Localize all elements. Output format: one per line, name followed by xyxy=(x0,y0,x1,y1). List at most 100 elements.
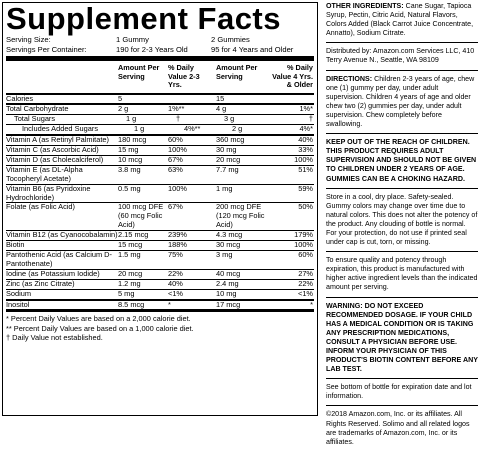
other-ingredients: OTHER INGREDIENTS: Cane Sugar, Tapioca S… xyxy=(326,2,478,38)
daily-value-1: 67% xyxy=(168,203,183,212)
nutrient-row: Vitamin D (as Cholecalciferol) 10 mcg 67% 2… xyxy=(6,154,314,165)
amount-1: 3.8 mg xyxy=(118,165,141,174)
amount-1: 15 mcg xyxy=(118,241,143,250)
amount-1: 180 mcg xyxy=(118,136,147,145)
copyright-text: ©2018 Amazon.com, Inc. or its affiliates… xyxy=(326,410,470,446)
directions-label: DIRECTIONS: xyxy=(326,74,373,83)
amount-2: 4 g xyxy=(216,105,227,114)
amount-2: 15 xyxy=(216,94,225,103)
servings-1: 190 for 2-3 Years Old xyxy=(116,44,188,54)
amount-2: 3 mg xyxy=(216,251,233,259)
footnote-1: * Percent Daily Values are based on a 2,… xyxy=(6,314,191,324)
footnote-2: ** Percent Daily Values are based on a 1… xyxy=(6,323,194,333)
nutrient-name: Folate (as Folic Acid) xyxy=(6,203,76,212)
keep-out-warning: KEEP OUT OF THE REACH OF CHILDREN. THIS … xyxy=(326,138,477,183)
servings-per-container-row: Servings Per Container: 190 for 2-3 Year… xyxy=(6,45,314,57)
nutrient-row: Biotin 15 mcg 188% 30 mcg 100% xyxy=(6,240,314,250)
daily-value-1: <1% xyxy=(168,289,183,298)
col-dv-1: % Daily Value 2-3 Yrs. xyxy=(168,64,200,89)
daily-value-2: * xyxy=(310,300,313,309)
nutrient-row: Total Carbohydrate 2 g 1%** 4 g 1%* xyxy=(6,103,314,114)
nutrient-name: Pantothenic Acid (as Calcium D-Pantothen… xyxy=(6,251,112,268)
nutrient-row: Zinc (as Zinc Citrate) 1.2 mg 40% 2.4 mg 22% xyxy=(6,278,314,289)
amount-2: 4.3 mcg xyxy=(216,231,243,240)
amount-1: 1.5 mg xyxy=(118,251,141,259)
daily-value-2: 100% xyxy=(294,155,313,164)
amount-2: 17 mcg xyxy=(216,300,241,309)
daily-value-1: 100% xyxy=(168,146,187,155)
nutrient-name: Includes Added Sugars xyxy=(22,125,99,134)
col-amount-1: Amount Per Serving xyxy=(118,64,160,81)
nutrient-name: Vitamin B6 (as Pyridoxine Hydrochloride) xyxy=(6,184,91,202)
nutrient-row: Includes Added Sugars 1 g 4%** 2 g 4%* xyxy=(6,124,314,134)
nutrient-row: Pantothenic Acid (as Calcium D-Pantothen… xyxy=(6,250,314,269)
daily-value-1: 22% xyxy=(168,269,183,278)
nutrient-name: Total Sugars xyxy=(14,115,56,124)
nutrient-row: Inositol 8.5 mcg * 17 mcg * xyxy=(6,298,314,310)
footnote-3: † Daily Value not established. xyxy=(6,333,103,343)
storage-text: Store in a cool, dry place. Safety-seale… xyxy=(326,192,478,247)
amount-1: 20 mcg xyxy=(118,269,143,278)
distributor-text: Distributed by: Amazon.com Services LLC,… xyxy=(326,47,475,65)
daily-value-1: 67% xyxy=(168,155,183,164)
daily-value-1: 188% xyxy=(168,241,187,250)
quality-text: To ensure quality and potency through ex… xyxy=(326,256,478,292)
serving-size-1: 1 Gummy xyxy=(116,35,149,44)
amount-2: 30 mcg xyxy=(216,241,241,250)
daily-value-1: 4%** xyxy=(184,125,201,134)
servings-label: Servings Per Container: xyxy=(6,44,87,54)
nutrient-row: Total Sugars 1 g † 3 g † xyxy=(6,114,314,124)
nutrient-row: Folate (as Folic Acid) 100 mcg DFE (60 mc… xyxy=(6,202,314,230)
daily-value-2: 50% xyxy=(298,203,313,212)
amount-1: 10 mcg xyxy=(118,155,143,164)
nutrient-name: Vitamin D (as Cholecalciferol) xyxy=(6,155,104,164)
amount-1: 15 mg xyxy=(118,146,139,155)
amount-2: 40 mcg xyxy=(216,269,241,278)
nutrient-name: Calories xyxy=(6,94,34,103)
nutrient-name: Sodium xyxy=(6,289,32,298)
nutrient-row: Vitamin A (as Retinyl Palmitate) 180 mcg 6… xyxy=(6,134,314,145)
amount-1: 8.5 mcg xyxy=(118,300,145,309)
amount-2: 10 mg xyxy=(216,289,237,298)
daily-value-2: 4%* xyxy=(299,125,313,134)
daily-value-2: 60% xyxy=(298,251,313,259)
daily-value-1: 1%** xyxy=(168,105,185,114)
nutrient-row: Vitamin C (as Ascorbic Acid) 15 mg 100% 30 … xyxy=(6,145,314,155)
amount-1: 2 g xyxy=(118,105,129,114)
column-header: Amount Per Serving % Daily Value 2-3 Yrs… xyxy=(6,61,314,93)
daily-value-1: * xyxy=(168,300,171,309)
amount-2: 200 mcg DFE (120 mcg Folic Acid) xyxy=(216,203,265,230)
amount-1: 0.5 mg xyxy=(118,184,141,193)
nutrient-row: Sodium 5 mg <1% 10 mg <1% xyxy=(6,288,314,299)
amount-2: 1 mg xyxy=(216,184,233,193)
daily-value-2: 51% xyxy=(298,165,313,174)
daily-value-2: 100% xyxy=(294,241,313,250)
daily-value-1: 75% xyxy=(168,251,183,259)
daily-value-2: † xyxy=(308,115,313,124)
nutrient-name: Vitamin A (as Retinyl Palmitate) xyxy=(6,136,109,145)
amount-2: 7.7 mg xyxy=(216,165,239,174)
amount-1: 5 mg xyxy=(118,289,135,298)
daily-value-2: 33% xyxy=(298,146,313,155)
nutrient-name: Total Carbohydrate xyxy=(6,105,69,114)
amount-1: 1 g xyxy=(126,115,137,124)
daily-value-2: 40% xyxy=(298,136,313,145)
expiration-text: See bottom of bottle for expiration date… xyxy=(326,383,472,401)
daily-value-2: 179% xyxy=(294,231,313,240)
amount-2: 3 g xyxy=(224,115,235,124)
daily-value-2: 27% xyxy=(298,269,313,278)
directions: DIRECTIONS: Children 2-3 years of age, c… xyxy=(326,75,478,130)
panel-title: Supplement Facts xyxy=(6,1,281,36)
daily-value-1: 100% xyxy=(168,184,187,193)
serving-size-row: Serving Size: 1 Gummy 2 Gummies xyxy=(6,35,314,45)
amount-2: 30 mg xyxy=(216,146,237,155)
nutrient-row: Vitamin B6 (as Pyridoxine Hydrochloride)… xyxy=(6,183,314,203)
daily-value-1: † xyxy=(176,115,181,124)
daily-value-2: 59% xyxy=(298,184,313,193)
daily-value-1: 60% xyxy=(168,136,183,145)
col-dv-2: % Daily Value 4 Yrs. & Older xyxy=(272,64,313,89)
amount-2: 2 g xyxy=(232,125,243,134)
footnotes: * Percent Daily Values are based on a 2,… xyxy=(6,312,314,342)
ingredients-label: OTHER INGREDIENTS: xyxy=(326,2,404,10)
